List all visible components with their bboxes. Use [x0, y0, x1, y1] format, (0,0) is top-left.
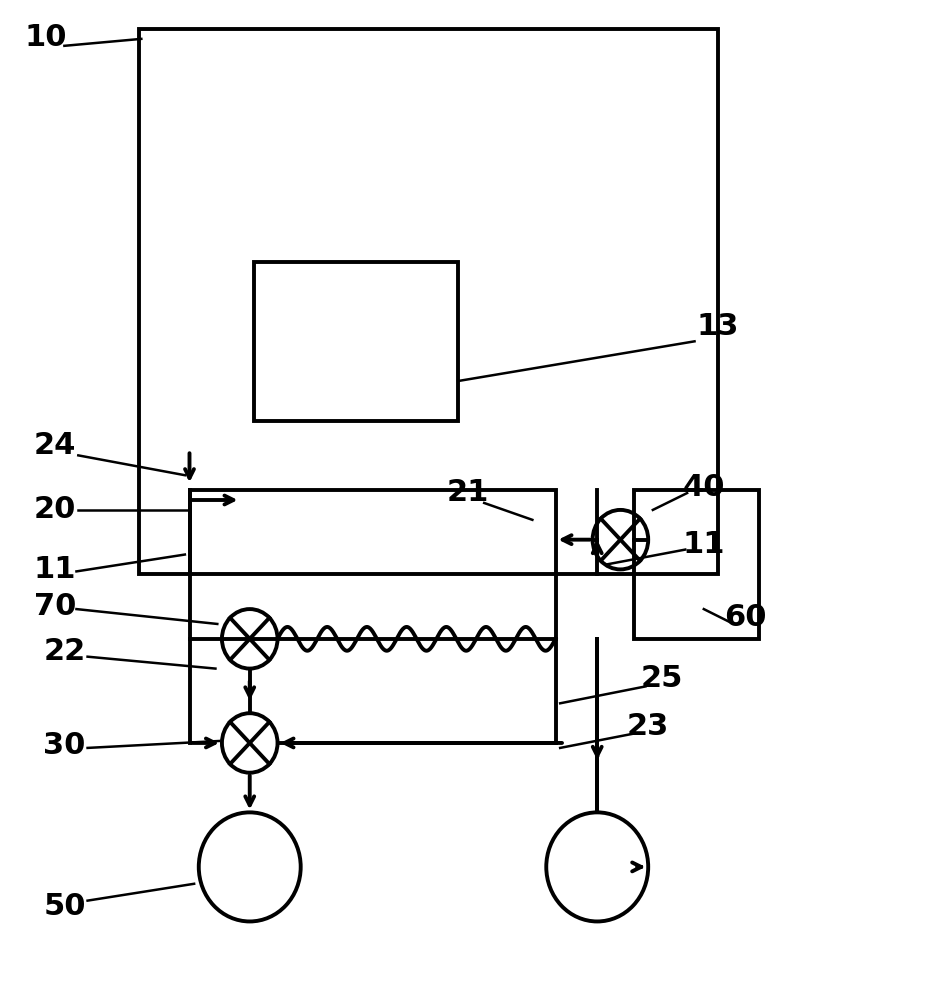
- Bar: [190, 490, 555, 639]
- Text: 10: 10: [24, 23, 67, 52]
- Text: 21: 21: [446, 478, 489, 507]
- Text: 23: 23: [627, 712, 669, 741]
- Bar: [254, 262, 458, 421]
- Text: 22: 22: [43, 637, 85, 666]
- Text: 11: 11: [683, 530, 725, 559]
- Text: 25: 25: [640, 664, 683, 693]
- Text: 70: 70: [34, 592, 77, 621]
- Text: 60: 60: [725, 603, 767, 632]
- Text: 40: 40: [683, 473, 725, 502]
- Text: 20: 20: [34, 495, 77, 524]
- Bar: [138, 29, 718, 574]
- Text: 30: 30: [43, 731, 86, 760]
- Text: 11: 11: [34, 555, 77, 584]
- Text: 24: 24: [34, 431, 77, 460]
- Text: 13: 13: [697, 312, 739, 341]
- Bar: [634, 490, 759, 639]
- Text: 50: 50: [43, 892, 86, 921]
